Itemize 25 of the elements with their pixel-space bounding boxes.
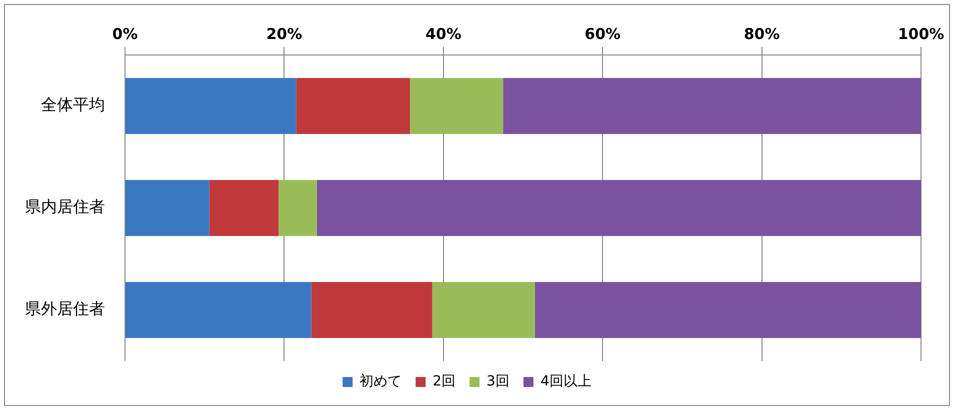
x-tick-label: 60% bbox=[584, 24, 621, 43]
x-tick-label: 0% bbox=[112, 24, 138, 43]
y-tick-label: 県内居住者 bbox=[25, 197, 105, 216]
bar bbox=[311, 282, 432, 338]
bar bbox=[503, 78, 921, 134]
bar bbox=[126, 78, 296, 134]
x-tick-label: 80% bbox=[744, 24, 780, 43]
x-tick-label: 100% bbox=[898, 24, 944, 43]
legend-label: 4回以上 bbox=[540, 374, 592, 390]
legend-label: 初めて bbox=[360, 374, 402, 390]
bar bbox=[432, 282, 535, 338]
legend-label: 3回 bbox=[486, 374, 510, 390]
bar bbox=[126, 282, 312, 338]
bar bbox=[296, 78, 410, 134]
bar bbox=[534, 282, 921, 338]
y-tick-label: 県外居住者 bbox=[25, 299, 105, 318]
bar bbox=[126, 180, 210, 236]
bar bbox=[209, 180, 279, 236]
x-tick-label: 20% bbox=[266, 24, 302, 43]
x-tick-label: 40% bbox=[425, 24, 462, 43]
bar bbox=[410, 78, 504, 134]
bar bbox=[316, 180, 921, 236]
y-tick-label: 全体平均 bbox=[41, 95, 105, 114]
bar bbox=[278, 180, 317, 236]
legend-label: 2回 bbox=[432, 374, 456, 390]
